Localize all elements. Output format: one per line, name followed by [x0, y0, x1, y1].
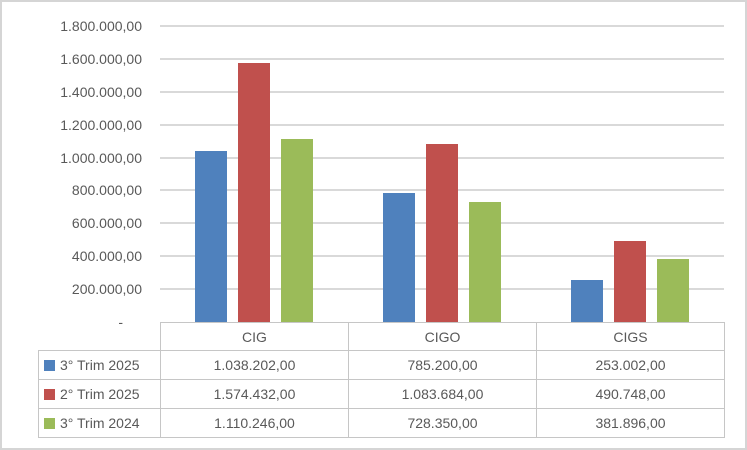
- y-axis-tick-label: 400.000,00: [71, 248, 142, 265]
- table-header-row: CIG CIGO CIGS: [39, 322, 725, 351]
- column-header-cig: CIG: [160, 322, 349, 351]
- y-axis-tick-label: 1.200.000,00: [60, 116, 142, 133]
- legend-label: 3° Trim 2025: [60, 357, 140, 373]
- column-header-cigs: CIGS: [536, 322, 725, 351]
- bar-cigo-3-trim-2025[interactable]: [383, 192, 415, 322]
- bar-cigo-2-trim-2025[interactable]: [426, 143, 458, 322]
- bar-group-cigs: [536, 26, 724, 322]
- legend-label: 3° Trim 2024: [60, 415, 140, 431]
- y-axis-tick-label: -: [118, 314, 123, 330]
- value-cell: 490.748,00: [536, 379, 725, 409]
- table-corner-spacer: [39, 323, 161, 351]
- y-axis-tick-label: 800.000,00: [71, 182, 142, 199]
- bar-cigs-3-trim-2025[interactable]: [571, 280, 603, 322]
- table-row-3-trim-2024: 3° Trim 2024 1.110.246,00 728.350,00 381…: [38, 408, 725, 438]
- y-axis-tick-label: 200.000,00: [71, 281, 142, 298]
- value-cell: 785.200,00: [348, 350, 537, 380]
- gridline: [160, 123, 724, 126]
- y-axis-tick-label: 1.000.000,00: [60, 149, 142, 166]
- legend-cell-3-trim-2024: 3° Trim 2024: [38, 408, 161, 438]
- series-marker-icon: [44, 360, 55, 371]
- legend-cell-2-trim-2025: 2° Trim 2025: [38, 379, 161, 409]
- y-axis-labels: 1.800.000,00 1.600.000,00 1.400.000,00 1.20…: [2, 18, 142, 330]
- legend-cell-3-trim-2025: 3° Trim 2025: [38, 350, 161, 380]
- value-cell: 381.896,00: [536, 408, 725, 438]
- gridline: [160, 90, 724, 93]
- bar-cigs-3-trim-2024[interactable]: [657, 259, 689, 322]
- y-axis-tick-label: 600.000,00: [71, 215, 142, 232]
- bar-cig-3-trim-2024[interactable]: [281, 139, 313, 322]
- legend-label: 2° Trim 2025: [60, 386, 140, 402]
- plot-area: [160, 25, 724, 322]
- gridline: [160, 57, 724, 60]
- bar-group-cig: [160, 26, 348, 322]
- y-axis-tick-label: 1.600.000,00: [60, 50, 142, 67]
- value-cell: 728.350,00: [348, 408, 537, 438]
- value-cell: 1.110.246,00: [160, 408, 349, 438]
- bar-cigs-2-trim-2025[interactable]: [614, 241, 646, 322]
- value-cell: 1.083.684,00: [348, 379, 537, 409]
- value-cell: 1.038.202,00: [160, 350, 349, 380]
- value-cell: 1.574.432,00: [160, 379, 349, 409]
- table-row-2-trim-2025: 2° Trim 2025 1.574.432,00 1.083.684,00 4…: [38, 379, 725, 409]
- column-header-cigo: CIGO: [348, 322, 537, 351]
- bar-cig-2-trim-2025[interactable]: [238, 63, 270, 322]
- series-marker-icon: [44, 389, 55, 400]
- y-axis-tick-label: 1.400.000,00: [60, 83, 142, 100]
- y-axis-tick-label: 1.800.000,00: [60, 18, 142, 34]
- data-table: CIG CIGO CIGS 3° Trim 2025 1.038.202,00 …: [38, 322, 725, 438]
- bar-cig-3-trim-2025[interactable]: [195, 151, 227, 322]
- value-cell: 253.002,00: [536, 350, 725, 380]
- bar-group-cigo: [348, 26, 536, 322]
- gridline: [160, 25, 724, 27]
- table-row-3-trim-2025: 3° Trim 2025 1.038.202,00 785.200,00 253…: [38, 350, 725, 380]
- series-marker-icon: [44, 418, 55, 429]
- bar-cigo-3-trim-2024[interactable]: [469, 202, 501, 322]
